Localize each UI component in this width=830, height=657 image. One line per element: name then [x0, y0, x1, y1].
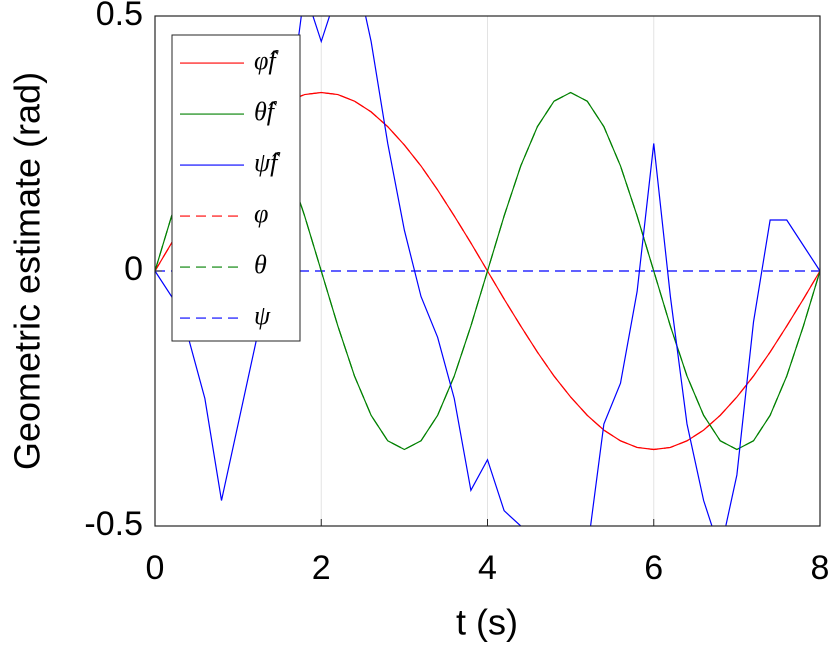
- legend-label: θ̂f: [254, 97, 278, 126]
- legend-label: ψ: [254, 301, 271, 330]
- legend-box: [171, 34, 301, 342]
- x-axis-label: t (s): [456, 602, 518, 643]
- x-tick-label: 2: [312, 549, 331, 587]
- y-tick-label: 0: [124, 250, 143, 288]
- x-tick-label: 8: [811, 549, 830, 587]
- legend-label: ψ̂f: [254, 148, 281, 177]
- y-axis-label: Geometric estimate (rad): [7, 72, 48, 470]
- legend-label: φ: [254, 199, 268, 228]
- ticks: 0 2 4 6 8-0.500.5: [84, 0, 829, 587]
- x-tick-label: 6: [644, 549, 663, 587]
- legend: φ̂f θ̂f ψ̂f φθψ: [171, 34, 301, 342]
- legend-label: φ̂f: [254, 46, 279, 75]
- y-tick-label: -0.5: [84, 505, 143, 543]
- x-tick-label: 0: [146, 549, 165, 587]
- y-tick-label: 0.5: [96, 0, 143, 33]
- x-tick-label: 4: [478, 549, 497, 587]
- legend-label: θ: [254, 250, 267, 279]
